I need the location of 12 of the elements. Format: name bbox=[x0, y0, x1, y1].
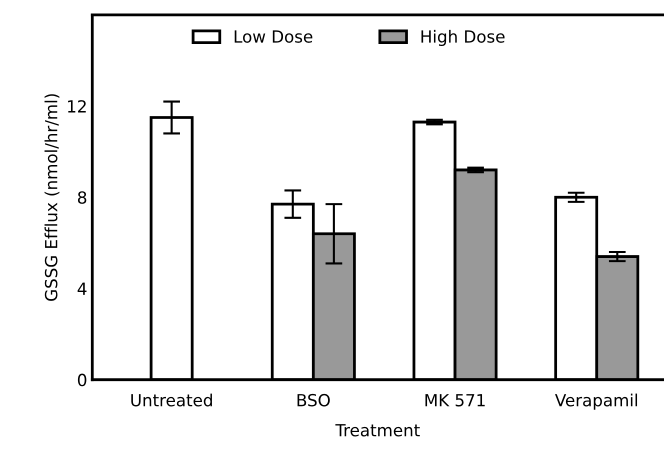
y-tick-label: 4 bbox=[78, 282, 86, 295]
y-tick-label: 8 bbox=[78, 191, 86, 204]
x-axis-title: Treatment bbox=[335, 424, 420, 436]
x-tick-label: Verapamil bbox=[555, 394, 638, 410]
y-tick-label: 0 bbox=[78, 374, 86, 386]
x-tick-label: MK 571 bbox=[425, 394, 485, 406]
legend-label: High Dose bbox=[421, 30, 505, 46]
x-tick-label: BSO bbox=[298, 394, 330, 406]
y-axis-title: GSSG Efflux (nmol/hr/ml) bbox=[44, 94, 60, 301]
legend-label: Low Dose bbox=[234, 30, 312, 43]
y-tick-label: 12 bbox=[68, 100, 86, 112]
x-tick-label: Untreated bbox=[131, 394, 212, 406]
